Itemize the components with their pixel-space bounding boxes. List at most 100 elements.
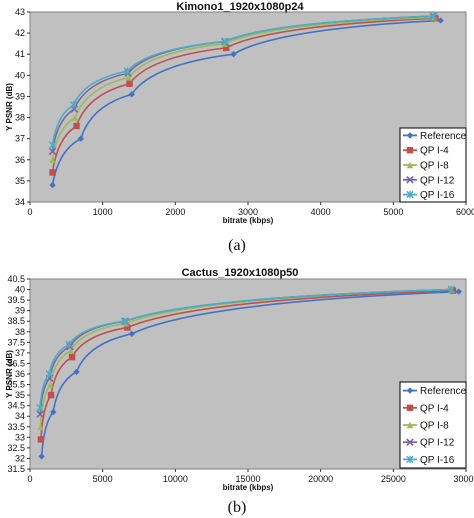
y-tick-label: 33 bbox=[15, 432, 25, 442]
y-tick-label: 37 bbox=[15, 348, 25, 358]
legend: Reference QP I-4 QP I-8 QP I-12 QP I-16 bbox=[399, 127, 467, 203]
data-point bbox=[455, 288, 462, 295]
data-point bbox=[67, 347, 74, 354]
x-tick-label: 5000 bbox=[93, 474, 113, 484]
y-tick-label: 43 bbox=[15, 7, 25, 17]
data-point bbox=[38, 453, 45, 460]
x-tick-label: 10000 bbox=[163, 474, 188, 484]
data-point bbox=[45, 370, 54, 378]
data-point bbox=[124, 324, 131, 331]
data-point bbox=[49, 156, 56, 163]
legend: Reference QP I-4 QP I-8 QP I-12 QP I-16 bbox=[399, 381, 467, 469]
data-point bbox=[73, 368, 80, 376]
y-tick-label: 36.5 bbox=[7, 358, 25, 368]
data-point bbox=[447, 285, 456, 294]
y-axis-label: Y PSNR (dB) bbox=[5, 350, 14, 398]
y-tick-label: 35.5 bbox=[7, 380, 25, 390]
data-point bbox=[50, 408, 57, 416]
data-point bbox=[437, 17, 444, 24]
data-point bbox=[69, 101, 78, 109]
y-tick-label: 34.5 bbox=[7, 401, 25, 411]
data-point bbox=[48, 147, 57, 156]
series-5 bbox=[48, 12, 438, 149]
y-tick-label: 34 bbox=[15, 197, 25, 207]
legend-marker bbox=[406, 132, 414, 139]
x-tick-label: 0 bbox=[27, 474, 32, 484]
data-point bbox=[47, 391, 55, 399]
data-point bbox=[65, 340, 73, 349]
data-point bbox=[49, 169, 56, 176]
legend-marker bbox=[406, 404, 414, 411]
data-point bbox=[128, 330, 135, 338]
data-point bbox=[37, 436, 45, 443]
data-point bbox=[49, 181, 56, 189]
data-point bbox=[36, 404, 44, 412]
legend-label: Reference bbox=[420, 386, 467, 397]
legend-marker bbox=[406, 455, 414, 464]
chart-title: Kimono1_1920x1080p24 bbox=[176, 1, 304, 13]
y-tick-label: 41 bbox=[15, 49, 25, 59]
data-point bbox=[128, 91, 135, 98]
y-tick-label: 40.5 bbox=[7, 274, 25, 284]
x-tick-label: 3000 bbox=[238, 207, 258, 217]
data-point bbox=[230, 51, 237, 58]
legend-marker bbox=[406, 176, 414, 184]
data-point bbox=[126, 80, 133, 87]
data-point bbox=[47, 381, 54, 388]
data-point bbox=[37, 423, 44, 430]
x-tick-label: 6000 bbox=[456, 207, 474, 217]
y-tick-label: 39 bbox=[15, 91, 25, 101]
chart-title: Cactus_1920x1080p50 bbox=[182, 267, 299, 279]
x-axis-label: bitrate (kbps) bbox=[223, 483, 274, 492]
data-point bbox=[221, 40, 228, 47]
legend-label: QP I-16 bbox=[420, 190, 455, 201]
data-point bbox=[123, 67, 132, 75]
legend-label: QP I-16 bbox=[420, 455, 455, 466]
y-tick-label: 31.5 bbox=[7, 464, 25, 474]
data-point bbox=[77, 135, 85, 142]
data-point bbox=[223, 44, 230, 52]
figure-caption: (b) bbox=[228, 499, 247, 516]
x-tick-label: 1000 bbox=[93, 207, 113, 217]
x-tick-label: 25000 bbox=[381, 474, 406, 484]
legend-marker bbox=[406, 421, 414, 429]
legend-marker bbox=[406, 438, 414, 446]
x-tick-label: 2000 bbox=[165, 207, 185, 217]
data-point bbox=[125, 74, 133, 81]
chart-a: Kimono1_1920x1080p24 34 35 36 37 38 39 40 41 42 43… bbox=[5, 1, 474, 254]
y-tick-label: 38 bbox=[15, 327, 25, 337]
x-tick-label: 4000 bbox=[311, 207, 331, 217]
x-tick-label: 30000 bbox=[453, 474, 474, 484]
legend-label: Reference bbox=[420, 131, 467, 142]
x-tick-label: 15000 bbox=[235, 474, 260, 484]
y-tick-label: 32.5 bbox=[7, 443, 25, 453]
y-axis-label: Y PSNR (dB) bbox=[5, 83, 14, 131]
y-tick-label: 36 bbox=[15, 369, 25, 379]
legend-marker bbox=[406, 161, 414, 169]
data-point bbox=[120, 317, 129, 325]
legend-label: QP I-4 bbox=[420, 146, 449, 157]
y-tick-label: 32 bbox=[15, 453, 25, 463]
y-tick-label: 35 bbox=[15, 390, 25, 400]
y-tick-label: 38.5 bbox=[7, 316, 25, 326]
series-5 bbox=[36, 285, 456, 412]
y-tick-label: 39 bbox=[15, 306, 25, 316]
x-tick-label: 5000 bbox=[383, 207, 403, 217]
series-line bbox=[51, 19, 441, 186]
y-tick-label: 40 bbox=[15, 285, 25, 295]
x-tick-label: 0 bbox=[27, 207, 32, 217]
legend-marker bbox=[406, 147, 414, 154]
data-point bbox=[221, 37, 230, 46]
y-tick-label: 34 bbox=[15, 411, 25, 421]
legend-label: QP I-12 bbox=[420, 438, 455, 449]
y-tick-label: 35 bbox=[15, 176, 25, 186]
data-point bbox=[48, 141, 57, 149]
legend-label: QP I-12 bbox=[420, 175, 455, 186]
figure-caption: (a) bbox=[228, 237, 246, 254]
y-tick-label: 37 bbox=[15, 134, 25, 144]
plot-area bbox=[29, 278, 467, 470]
legend-label: QP I-8 bbox=[420, 421, 449, 432]
y-tick-label: 37.5 bbox=[7, 337, 25, 347]
y-tick-label: 36 bbox=[15, 155, 25, 165]
